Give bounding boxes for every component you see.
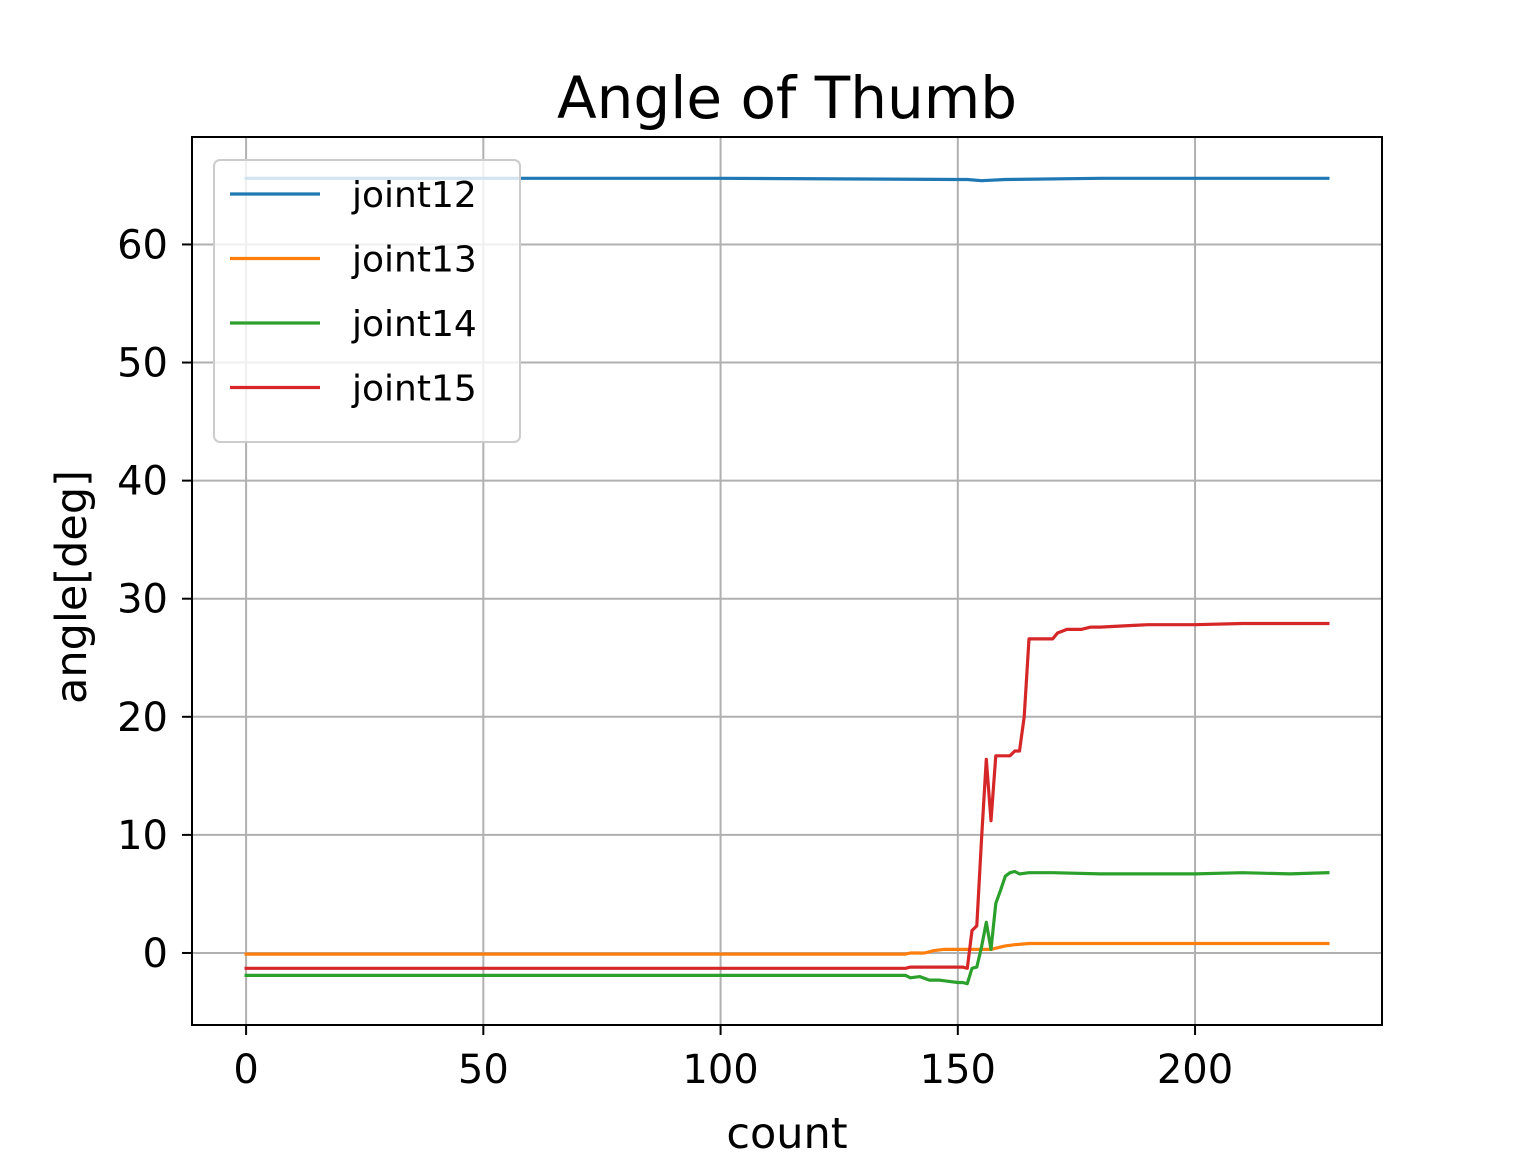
legend-label-joint14: joint14 [351, 304, 477, 345]
series-line-joint12 [244, 176, 1330, 183]
series-line-joint14 [244, 869, 1330, 986]
legend-box [213, 159, 521, 443]
y-axis-label: angle[deg] [47, 470, 97, 704]
chart-title: Angle of Thumb [557, 64, 1017, 132]
legend: joint12 joint13 joint14 joint15 [213, 159, 521, 443]
plot-frame [191, 136, 1383, 1026]
y-tick-label: 30 [117, 577, 168, 623]
grid-lines [192, 137, 1382, 1025]
axis-ticks: 0 50 100 150 200 0 10 20 30 40 50 60 [117, 222, 1233, 1093]
y-tick-label: 10 [117, 813, 168, 859]
y-tick-label: 20 [117, 695, 168, 741]
x-tick-label: 100 [682, 1047, 758, 1093]
x-tick-label: 200 [1157, 1047, 1233, 1093]
y-tick-label: 40 [117, 459, 168, 505]
y-tick-label: 60 [117, 222, 168, 268]
series-line-joint13 [244, 941, 1330, 956]
legend-label-joint12: joint12 [351, 175, 477, 216]
x-axis-label: count [726, 1109, 847, 1152]
series-line-joint15 [244, 621, 1330, 970]
legend-label-joint13: joint13 [351, 240, 477, 281]
data-series [244, 176, 1330, 986]
y-tick-label: 50 [117, 341, 168, 387]
x-tick-label: 50 [458, 1047, 509, 1093]
y-tick-label: 0 [143, 931, 168, 977]
x-tick-label: 0 [233, 1047, 258, 1093]
x-tick-label: 150 [920, 1047, 996, 1093]
legend-label-joint15: joint15 [351, 369, 477, 410]
